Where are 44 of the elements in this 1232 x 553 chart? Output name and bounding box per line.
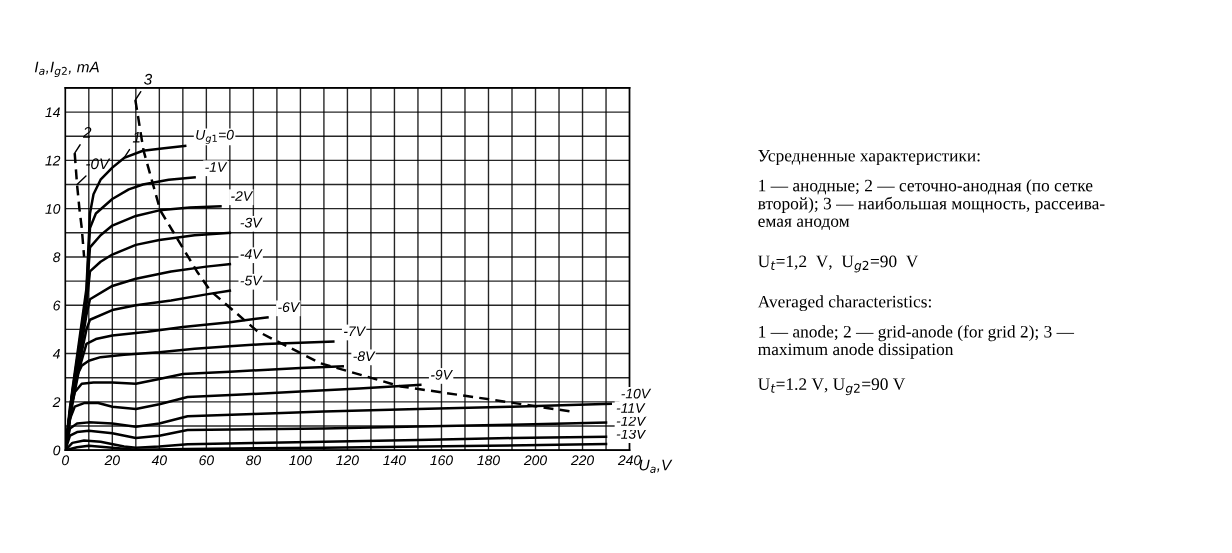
text: Усредненные характеристики:	[758, 149, 980, 166]
series-label: -11V	[616, 403, 646, 413]
y-tick-label: 6	[53, 300, 61, 311]
text: 1 — anode; 2 — grid-anode (for grid 2); 3 — maximum anode dissipation	[758, 325, 1075, 359]
series-label: -7V	[344, 326, 367, 337]
x-tick-label: 120	[336, 455, 359, 466]
x-tick-label: 140	[383, 455, 406, 466]
y-tick-label: 4	[52, 349, 60, 359]
series-label: -9V	[431, 369, 453, 380]
series-label: U$_{g1}$=0	[196, 129, 234, 144]
series-label: -3V	[240, 217, 263, 228]
x-tick-label: 100	[289, 455, 312, 466]
x-tick-label: 220	[570, 455, 594, 466]
y-axis-title: I$_{a}$,I$_{g2}$, mA	[34, 61, 99, 78]
series-label: -1V	[205, 162, 228, 172]
series-label: -2V	[231, 191, 254, 201]
x-tick-label: 0	[62, 455, 70, 466]
text: U$_{t}$=1.2 V, U$_{g2}$=90 V	[758, 378, 906, 396]
x-tick-label: 200	[523, 455, 547, 466]
x-tick-label: 240	[617, 455, 642, 466]
series-label: -10V	[621, 388, 652, 399]
y-tick-label: 2	[52, 397, 61, 407]
x-tick-label: 160	[430, 455, 453, 466]
y-tick-label: 14	[45, 107, 60, 118]
series-label: -5V	[240, 275, 263, 286]
y-tick-label: 0	[53, 445, 61, 456]
text: 1 — анодные; 2 — сеточно-анодная (по сетке второй); 3 — наибольшая мощность, рассеива- емая анодом	[757, 179, 1105, 231]
x-axis-title: U$_{a}$,V	[639, 459, 673, 473]
text: Averaged characteristics:	[757, 295, 931, 312]
y-tick-label: 8	[53, 252, 61, 263]
x-tick-label: 40	[151, 455, 167, 466]
x-tick-label: 60	[199, 455, 214, 466]
x-tick-label: 80	[246, 455, 261, 466]
x-tick-label: 20	[104, 455, 120, 466]
x-tick-label: 180	[477, 455, 500, 466]
annotation: 3	[144, 73, 153, 85]
series-label: -12V	[616, 416, 647, 426]
series-label: -4V	[240, 249, 263, 259]
series-label: -8V	[353, 351, 376, 362]
annotation: 1	[132, 131, 140, 143]
y-tick-label: 10	[45, 204, 61, 214]
text: U$_{t}$=1,2 V, U$_{g2}$=90 V	[758, 255, 919, 273]
y-tick-label: 12	[45, 155, 61, 166]
series-label: -6V	[278, 302, 301, 313]
